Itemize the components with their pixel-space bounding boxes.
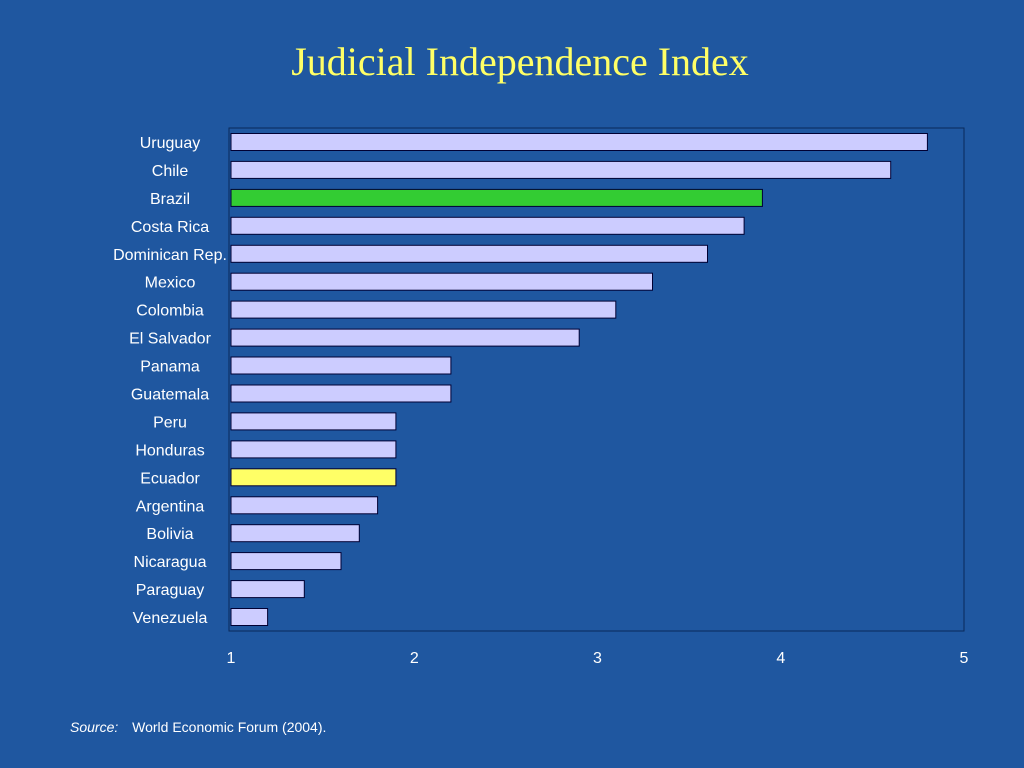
category-label: Brazil bbox=[150, 191, 190, 208]
bar-brazil bbox=[230, 188, 763, 207]
plot-area bbox=[228, 127, 965, 632]
bar-honduras bbox=[230, 440, 397, 459]
category-label: Guatemala bbox=[131, 387, 209, 404]
bar-dominican-rep bbox=[230, 244, 708, 263]
bar-costa-rica bbox=[230, 216, 745, 235]
x-tick-label: 3 bbox=[593, 650, 602, 667]
bar-nicaragua bbox=[230, 552, 342, 571]
bar-ecuador bbox=[230, 468, 397, 487]
bar-panama bbox=[230, 356, 452, 375]
category-label: Uruguay bbox=[140, 135, 200, 152]
bar-venezuela bbox=[230, 608, 269, 626]
category-label: Ecuador bbox=[140, 470, 200, 487]
category-label: Dominican Rep. bbox=[113, 247, 227, 264]
x-tick-label: 4 bbox=[776, 650, 785, 667]
category-label: Venezuela bbox=[133, 610, 208, 627]
bar-el-salvador bbox=[230, 328, 580, 347]
bar-mexico bbox=[230, 272, 653, 291]
bar-guatemala bbox=[230, 384, 452, 403]
bar-chile bbox=[230, 160, 892, 179]
source-text: World Economic Forum (2004). bbox=[132, 719, 327, 735]
x-tick-label: 1 bbox=[227, 650, 236, 667]
bar-uruguay bbox=[230, 133, 928, 151]
x-tick-label: 5 bbox=[960, 650, 969, 667]
category-label: Peru bbox=[153, 414, 187, 431]
category-label: Honduras bbox=[135, 442, 204, 459]
x-tick-label: 2 bbox=[410, 650, 419, 667]
category-label: Nicaragua bbox=[134, 554, 207, 571]
category-label: Panama bbox=[140, 359, 200, 376]
bar-bolivia bbox=[230, 524, 360, 543]
category-label: Argentina bbox=[136, 498, 205, 515]
category-label: Bolivia bbox=[146, 526, 193, 543]
category-label: Mexico bbox=[145, 275, 196, 292]
source-label: Source: bbox=[70, 719, 119, 735]
bar-colombia bbox=[230, 300, 617, 319]
category-label: El Salvador bbox=[129, 331, 211, 348]
bar-peru bbox=[230, 412, 397, 431]
source-note: Source: World Economic Forum (2004). bbox=[70, 719, 326, 735]
category-label: Colombia bbox=[136, 303, 204, 320]
category-label: Paraguay bbox=[136, 582, 205, 599]
bar-paraguay bbox=[230, 580, 305, 599]
category-label: Costa Rica bbox=[131, 219, 209, 236]
bar-argentina bbox=[230, 496, 379, 515]
category-label: Chile bbox=[152, 163, 189, 180]
chart-title: Judicial Independence Index bbox=[291, 39, 749, 84]
